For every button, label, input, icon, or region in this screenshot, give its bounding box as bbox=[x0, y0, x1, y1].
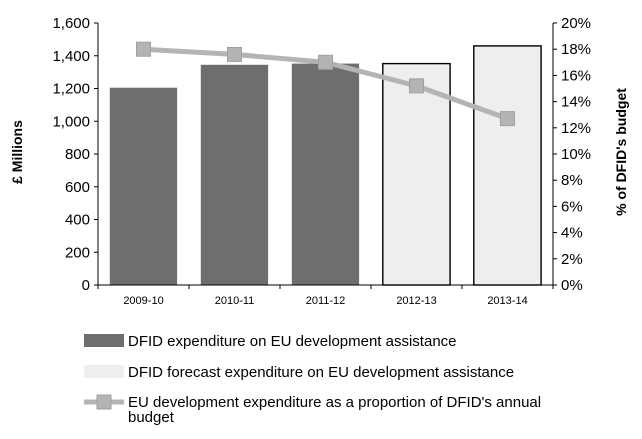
legend-swatch bbox=[84, 365, 124, 378]
line-marker-2012-13 bbox=[409, 78, 424, 94]
y-tick-label-left: 1,200 bbox=[52, 81, 90, 98]
bar-2011-12 bbox=[291, 63, 360, 285]
line-marker-2009-10 bbox=[136, 41, 151, 57]
bar-2010-11 bbox=[200, 64, 269, 285]
line-marker-2010-11 bbox=[227, 46, 242, 62]
y-tick-label-right: 12% bbox=[561, 120, 591, 137]
y-tick-label-right: 16% bbox=[561, 67, 591, 84]
y-tick-label-right: 20% bbox=[561, 15, 591, 32]
legend-line-marker bbox=[96, 394, 112, 410]
x-tick-label: 2009-10 bbox=[123, 295, 163, 307]
x-tick-label: 2013-14 bbox=[487, 295, 527, 307]
y-axis-title-right: % of DFID's budget bbox=[613, 88, 629, 216]
bars-layer bbox=[109, 45, 542, 286]
x-tick-label: 2012-13 bbox=[396, 295, 436, 307]
bar-2013-14 bbox=[473, 45, 542, 286]
y-tick-label-left: 600 bbox=[65, 179, 90, 196]
line-marker-2013-14 bbox=[500, 111, 515, 127]
legend-swatch bbox=[84, 334, 124, 347]
y-tick-label-left: 1,600 bbox=[52, 15, 90, 32]
bar-2012-13 bbox=[382, 62, 451, 286]
bar-2009-10 bbox=[109, 87, 178, 285]
legend-label: DFID forecast expenditure on EU developm… bbox=[128, 364, 514, 381]
y-tick-label-right: 14% bbox=[561, 94, 591, 111]
y-tick-label-left: 400 bbox=[65, 212, 90, 229]
y-tick-label-left: 1,000 bbox=[52, 113, 90, 130]
y-tick-label-right: 4% bbox=[561, 225, 583, 242]
legend-label: budget bbox=[128, 409, 175, 426]
legend: DFID expenditure on EU development assis… bbox=[84, 333, 541, 426]
line-marker-2011-12 bbox=[318, 54, 333, 70]
legend-label: DFID expenditure on EU development assis… bbox=[128, 333, 457, 350]
x-tick-label: 2010-11 bbox=[215, 295, 255, 307]
y-tick-label-right: 18% bbox=[561, 41, 591, 58]
y-axis-title-left: £ Millions bbox=[9, 120, 25, 184]
y-tick-label-left: 0 bbox=[82, 277, 90, 294]
ticks-layer: 0 200 400 600 800 1,000 1,200 1,400 1,600 0% 2% 4% 6… bbox=[52, 15, 591, 307]
x-tick-label: 2011-12 bbox=[306, 295, 346, 307]
line-layer bbox=[136, 41, 515, 127]
y-tick-label-left: 1,400 bbox=[52, 48, 90, 65]
legend-label: EU development expenditure as a proporti… bbox=[128, 394, 541, 411]
y-tick-label-left: 800 bbox=[65, 146, 90, 163]
y-tick-label-right: 2% bbox=[561, 251, 583, 268]
y-tick-label-right: 0% bbox=[561, 277, 583, 294]
y-tick-label-right: 6% bbox=[561, 198, 583, 215]
y-tick-label-right: 8% bbox=[561, 172, 583, 189]
y-tick-label-left: 200 bbox=[65, 244, 90, 261]
y-tick-label-right: 10% bbox=[561, 146, 591, 163]
